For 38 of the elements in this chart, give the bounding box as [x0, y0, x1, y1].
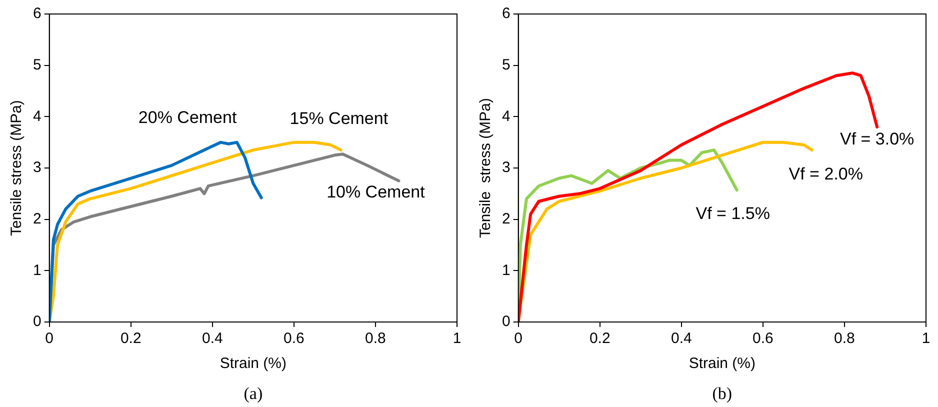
y-axis-title: Tensile stress (MPa) [477, 98, 494, 238]
x-tick-label: 0 [45, 330, 54, 348]
y-tick-label: 2 [502, 210, 510, 228]
y-tick-label: 1 [33, 262, 42, 279]
x-tick-label: 0 [514, 330, 523, 348]
y-tick-label: 6 [502, 5, 510, 22]
x-axis-title: Strain (%) [688, 355, 756, 372]
y-tick-label: 6 [33, 5, 42, 22]
y-tick-label: 1 [502, 262, 510, 279]
y-tick-label: 0 [502, 313, 510, 330]
x-tick-label: 0.8 [834, 330, 855, 348]
text: (b) [712, 384, 732, 403]
y-tick-label: 5 [502, 56, 510, 74]
y-tick-label: 0 [33, 313, 42, 330]
series-label: 20% Cement [138, 108, 237, 128]
y-axis-title: Tensile stress (MPa) [8, 100, 26, 236]
x-tick-label: 0.8 [365, 330, 386, 348]
series-label: Vf = 1.5% [696, 204, 770, 223]
y-tick-label: 3 [33, 159, 42, 176]
y-tick-label: 3 [502, 159, 510, 176]
series-label: 15% Cement [290, 109, 388, 128]
x-tick-label: 1 [452, 330, 462, 348]
x-tick-label: 1 [922, 330, 930, 348]
y-tick-label: 2 [33, 210, 42, 228]
series-label: 10% Cement [326, 182, 426, 202]
y-tick-label: 4 [33, 108, 42, 125]
x-tick-label: 0.4 [202, 330, 223, 348]
text: (a) [244, 384, 263, 403]
y-tick-label: 4 [502, 108, 510, 125]
x-tick-label: 0.4 [670, 330, 692, 348]
series-label: Vf = 3.0% [840, 130, 914, 149]
x-tick-label: 0.2 [120, 330, 142, 348]
y-tick-label: 5 [33, 56, 42, 74]
series-label: Vf = 2.0% [788, 164, 863, 184]
x-tick-label: 0.6 [284, 330, 304, 348]
x-tick-label: 0.6 [752, 330, 774, 348]
x-tick-label: 0.2 [589, 330, 610, 348]
x-axis-title: Strain (%) [220, 355, 287, 372]
